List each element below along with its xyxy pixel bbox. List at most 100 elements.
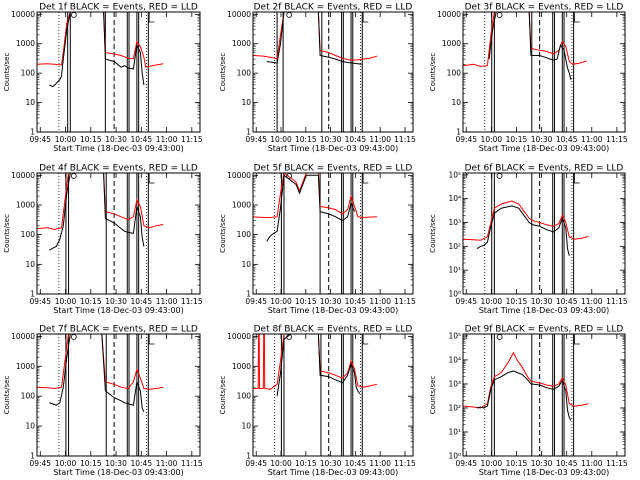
y-tick-label: 1 [246, 452, 251, 461]
x-tick-label: 10:30 [531, 459, 553, 468]
y-tick-label: 100 [237, 392, 252, 401]
y-tick-label: 1000 [16, 362, 35, 371]
y-tick-label: 1 [30, 452, 35, 461]
x-tick-label: 11:00 [581, 297, 603, 306]
series-line-lld [463, 351, 589, 409]
series-line-lld [37, 12, 164, 68]
series-line-events [49, 12, 145, 88]
series-line-lld [253, 334, 378, 390]
x-tick-label: 10:15 [295, 459, 317, 468]
x-tick-label: 11:00 [581, 459, 603, 468]
series-line-lld [463, 200, 589, 241]
panel-frame [252, 333, 414, 457]
x-tick-label: 09:45 [245, 459, 267, 468]
series-line-events [49, 173, 145, 251]
panel-plot-area [253, 334, 378, 456]
y-tick-label: 10³ [448, 379, 461, 388]
x-tick-label: 11:15 [606, 135, 628, 144]
y-tick-label: 100 [237, 230, 252, 239]
panel-frame [462, 11, 626, 133]
panel-plot-area [37, 334, 164, 456]
y-tick-label: 10000 [227, 171, 251, 180]
panel-title: Det 2f BLACK = Events, RED = LLD [254, 3, 413, 13]
x-tick-label: 10:45 [556, 297, 578, 306]
y-tick-label: 10 [241, 98, 251, 107]
x-tick-label: 11:00 [369, 297, 391, 306]
y-tick-label: 1000 [232, 362, 251, 371]
panel-title: Det 1f BLACK = Events, RED = LLD [39, 3, 198, 13]
series-line-lld [463, 12, 587, 67]
x-tick-label: 11:15 [394, 135, 416, 144]
y-tick-label: 10⁰ [448, 452, 461, 461]
x-tick-label: 10:45 [556, 459, 578, 468]
y-tick-label: 10⁵ [448, 170, 461, 179]
y-tick-label: 10² [448, 403, 461, 412]
y-tick-label: 10 [241, 422, 251, 431]
x-tick-label: 10:45 [556, 135, 578, 144]
y-tick-label: 1000 [442, 39, 461, 48]
x-tick-label: 10:15 [295, 297, 317, 306]
chart-panel-8: Det 8f BLACK = Events, RED = LLD 1 10 100 10… [219, 325, 416, 478]
y-tick-label: 100 [21, 230, 36, 239]
panel-title: Det 6f BLACK = Events, RED = LLD [465, 164, 624, 174]
x-tick-label: 09:45 [29, 135, 51, 144]
panel-title: Det 5f BLACK = Events, RED = LLD [254, 164, 413, 174]
x-tick-label: 10:30 [105, 297, 127, 306]
panel-title: Det 4f BLACK = Events, RED = LLD [39, 164, 198, 174]
y-tick-label: 10⁵ [448, 331, 461, 340]
series-line-events [476, 205, 570, 256]
chart-panel-2: Det 2f BLACK = Events, RED = LLD 1 10 100 10… [219, 3, 416, 154]
y-axis-label: Counts/sec [429, 214, 437, 253]
x-tick-label: 09:45 [455, 459, 477, 468]
panel-plot-area [463, 173, 589, 294]
panel-plot-area [253, 12, 378, 132]
panel-title: Det 3f BLACK = Events, RED = LLD [465, 3, 624, 13]
x-tick-label: 11:15 [394, 459, 416, 468]
x-tick-label: 10:45 [345, 297, 367, 306]
y-tick-label: 10000 [227, 10, 251, 19]
x-tick-label: 10:45 [130, 459, 152, 468]
panel-plot-area [253, 173, 377, 294]
x-tick-label: 10:30 [320, 135, 342, 144]
y-axis-label: Counts/sec [219, 214, 227, 253]
x-tick-label: 11:15 [181, 135, 203, 144]
y-tick-label: 10000 [11, 171, 35, 180]
panel-title: Det 8f BLACK = Events, RED = LLD [254, 325, 413, 335]
y-tick-label: 1000 [232, 201, 251, 210]
y-tick-label: 1000 [16, 201, 35, 210]
x-axis-label: Start Time (18-Dec-03 09:43:00) [479, 144, 610, 153]
x-tick-label: 10:00 [270, 135, 292, 144]
x-axis-label: Start Time (18-Dec-03 09:43:00) [479, 306, 610, 315]
y-tick-label: 10 [25, 422, 35, 431]
x-axis-label: Start Time (18-Dec-03 09:43:00) [53, 144, 184, 153]
y-axis-label: Counts/sec [219, 53, 227, 92]
x-axis-label: Start Time (18-Dec-03 09:43:00) [479, 468, 610, 477]
x-tick-label: 10:15 [80, 459, 102, 468]
y-tick-label: 10 [451, 98, 461, 107]
marker-bracket [148, 173, 155, 184]
x-tick-label: 10:45 [130, 297, 152, 306]
marker-bracket [362, 173, 369, 184]
chart-panel-3: Det 3f BLACK = Events, RED = LLD 1 10 100 10… [429, 3, 628, 154]
x-axis-label: Start Time (18-Dec-03 09:43:00) [53, 306, 184, 315]
x-tick-label: 11:00 [156, 297, 178, 306]
y-axis-label: Counts/sec [219, 376, 227, 415]
x-tick-label: 11:00 [369, 135, 391, 144]
x-tick-label: 10:15 [506, 135, 528, 144]
y-tick-label: 10³ [448, 218, 461, 227]
y-tick-label: 1 [30, 290, 35, 299]
y-tick-label: 10000 [227, 332, 251, 341]
panel-frame [36, 172, 201, 295]
marker-bracket [148, 12, 155, 23]
panel-frame [36, 333, 201, 457]
y-axis-label: Counts/sec [429, 376, 437, 415]
y-tick-label: 1 [246, 290, 251, 299]
x-tick-label: 10:00 [481, 459, 503, 468]
y-tick-label: 10⁰ [448, 290, 461, 299]
x-tick-label: 09:45 [245, 135, 267, 144]
chart-panel-7: Det 7f BLACK = Events, RED = LLD 1 10 100 10… [3, 325, 203, 478]
x-tick-label: 09:45 [245, 297, 267, 306]
marker-bracket [148, 334, 155, 345]
series-line-lld [37, 173, 164, 231]
panel-plot-area [463, 334, 589, 456]
